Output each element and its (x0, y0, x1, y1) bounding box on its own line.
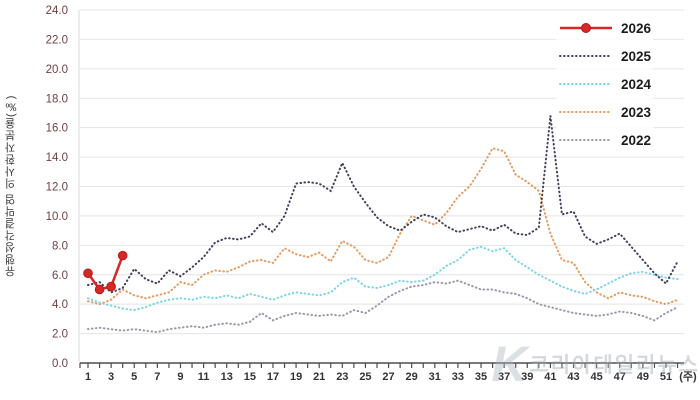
svg-text:12.0: 12.0 (46, 182, 68, 194)
legend-label-2022: 2022 (621, 132, 652, 148)
svg-text:1: 1 (85, 371, 91, 383)
svg-text:20.0: 20.0 (46, 64, 68, 76)
series-2023 (87, 147, 679, 306)
legend-item-2023: 2023 (556, 98, 654, 126)
svg-text:37: 37 (498, 371, 510, 383)
svg-text:22.0: 22.0 (46, 34, 68, 46)
svg-text:8.0: 8.0 (52, 240, 68, 252)
svg-text:9: 9 (177, 371, 183, 383)
svg-text:43: 43 (567, 371, 579, 383)
legend-label-2026: 2026 (621, 20, 652, 36)
svg-text:29: 29 (406, 371, 418, 383)
svg-text:51: 51 (660, 371, 672, 383)
svg-text:18.0: 18.0 (46, 93, 68, 105)
svg-text:49: 49 (637, 371, 649, 383)
svg-text:19: 19 (290, 371, 302, 383)
svg-text:6.0: 6.0 (52, 270, 68, 282)
svg-text:2.0: 2.0 (52, 329, 68, 341)
svg-text:41: 41 (544, 371, 556, 383)
svg-text:5: 5 (131, 371, 137, 383)
legend-item-2025: 2025 (556, 42, 654, 70)
x-axis (79, 362, 684, 368)
legend-item-2024: 2024 (556, 70, 654, 98)
svg-text:4.0: 4.0 (52, 299, 68, 311)
legend-label-2025: 2025 (621, 48, 652, 64)
legend: 2026 2025 2024 2023 2022 (556, 14, 654, 154)
svg-text:25: 25 (359, 371, 371, 383)
svg-text:17: 17 (267, 371, 279, 383)
svg-text:10.0: 10.0 (46, 211, 68, 223)
legend-item-2022: 2022 (556, 126, 654, 154)
svg-text:27: 27 (382, 371, 394, 383)
series-2026 (83, 250, 128, 295)
legend-swatch-2024 (559, 83, 613, 85)
svg-text:15: 15 (244, 371, 256, 383)
y-axis-tick-labels: 0.0 2.0 4.0 6.0 8.0 10.0 12.0 14.0 16.0 18.0 20.0 2… (46, 5, 68, 370)
svg-text:45: 45 (591, 371, 603, 383)
svg-text:16.0: 16.0 (46, 123, 68, 135)
svg-text:11: 11 (198, 371, 210, 383)
svg-text:3: 3 (108, 371, 114, 383)
legend-swatch-2023 (559, 111, 613, 113)
svg-text:7: 7 (154, 371, 160, 383)
svg-text:24.0: 24.0 (46, 5, 68, 17)
svg-text:23: 23 (336, 371, 348, 383)
svg-text:31: 31 (429, 371, 441, 383)
series-2024 (87, 245, 679, 312)
legend-swatch-2025 (559, 55, 613, 57)
svg-text:21: 21 (313, 371, 325, 383)
legend-label-2023: 2023 (621, 104, 652, 120)
svg-text:14.0: 14.0 (46, 152, 68, 164)
svg-text:35: 35 (475, 371, 487, 383)
series-2025 (87, 115, 679, 294)
svg-text:47: 47 (614, 371, 626, 383)
svg-text:0.0: 0.0 (52, 358, 68, 370)
svg-text:13: 13 (221, 371, 233, 383)
x-axis-labels: 1 3 5 7 9 11 13 15 17 19 21 23 25 27 29 31 33 35 37 39 41 43 4… (85, 370, 697, 383)
svg-text:39: 39 (521, 371, 533, 383)
legend-item-2026: 2026 (556, 14, 654, 42)
svg-text:(주): (주) (679, 370, 697, 383)
legend-swatch-2026 (560, 23, 612, 33)
legend-swatch-2022 (559, 139, 613, 141)
series-2022 (87, 279, 679, 334)
legend-label-2024: 2024 (621, 76, 652, 92)
svg-text:33: 33 (452, 371, 464, 383)
